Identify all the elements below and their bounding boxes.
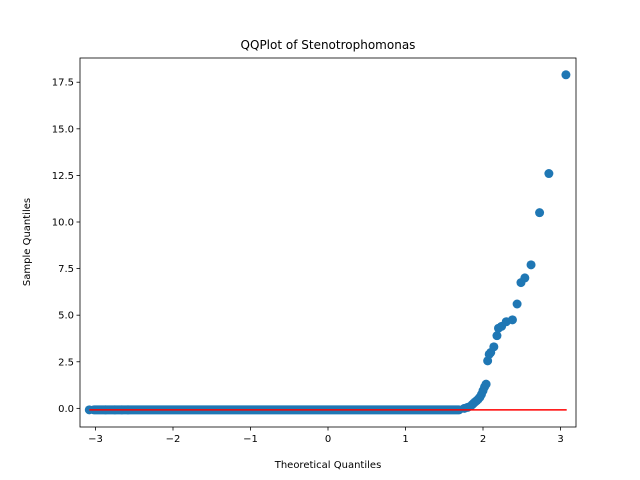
data-point bbox=[520, 273, 530, 283]
data-point bbox=[526, 260, 536, 270]
y-tick-label: 2.5 bbox=[58, 357, 74, 368]
x-tick-label: −2 bbox=[166, 434, 181, 445]
x-tick-label: 1 bbox=[402, 434, 408, 445]
plot-area bbox=[84, 70, 571, 415]
y-tick-label: 12.5 bbox=[52, 171, 74, 182]
x-axis-ticks: −3 −2 −1 0 1 2 3 bbox=[88, 427, 564, 445]
y-tick-label: 17.5 bbox=[52, 78, 74, 89]
data-point bbox=[535, 208, 545, 218]
data-point bbox=[561, 70, 571, 80]
y-tick-label: 15.0 bbox=[52, 124, 74, 135]
y-tick-label: 0.0 bbox=[58, 404, 74, 415]
y-axis-ticks: 0.0 2.5 5.0 7.5 10.0 12.5 15.0 17.5 bbox=[52, 78, 80, 415]
y-tick-label: 10.0 bbox=[52, 218, 74, 229]
data-point bbox=[481, 379, 491, 389]
x-axis-label: Theoretical Quantiles bbox=[274, 460, 382, 471]
data-point bbox=[489, 342, 499, 352]
x-tick-label: 0 bbox=[325, 434, 331, 445]
x-tick-label: −1 bbox=[243, 434, 258, 445]
x-tick-label: 3 bbox=[557, 434, 563, 445]
data-point bbox=[544, 169, 554, 179]
data-point bbox=[512, 299, 522, 309]
chart-title: QQPlot of Stenotrophomonas bbox=[241, 38, 416, 52]
y-tick-label: 5.0 bbox=[58, 311, 74, 322]
x-tick-label: 2 bbox=[480, 434, 486, 445]
data-point bbox=[492, 331, 502, 341]
y-tick-label: 7.5 bbox=[58, 264, 74, 275]
data-point bbox=[507, 315, 517, 325]
y-axis-label: Sample Quantiles bbox=[22, 198, 33, 286]
x-tick-label: −3 bbox=[88, 434, 103, 445]
